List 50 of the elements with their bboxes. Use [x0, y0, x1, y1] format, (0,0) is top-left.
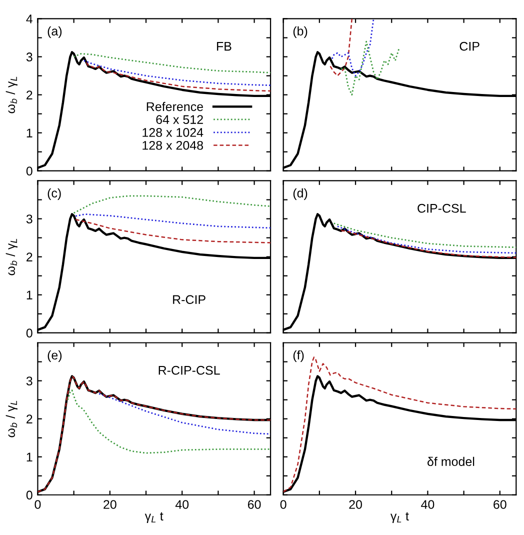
- line-series: [74, 214, 271, 229]
- x-tick-label: 0: [280, 500, 286, 509]
- y-axis-title: ω$_{b}$ / γ$_{L}$: [6, 76, 18, 114]
- y-tick-label: 4: [26, 14, 32, 24]
- line-series: [73, 195, 271, 214]
- y-tick-label: 2: [26, 90, 32, 100]
- y-tick-label: 1: [26, 290, 32, 300]
- x-tick-label: 60: [494, 500, 506, 509]
- legend-label: 128 x 2048: [142, 140, 204, 150]
- annotation: (e): [48, 350, 62, 362]
- x-tick-label: 20: [104, 500, 116, 509]
- x-tick-label: 60: [248, 500, 261, 509]
- x-tick-label: 20: [349, 500, 362, 509]
- y-tick-label: 1: [26, 128, 32, 138]
- y-tick-label: 3: [26, 52, 32, 62]
- annotation: FB: [217, 42, 232, 51]
- annotation: (f): [293, 350, 304, 362]
- y-tick-label: 0: [26, 328, 32, 338]
- y-tick-label: 2: [26, 252, 32, 262]
- y-tick-label: 0: [26, 166, 32, 176]
- line-series: [75, 218, 271, 244]
- x-tick-label: 40: [421, 500, 434, 509]
- annotation: (c): [48, 188, 61, 200]
- y-tick-label: 0: [26, 490, 32, 500]
- line-series: [98, 393, 271, 435]
- legend-label: 128 x 1024: [142, 128, 204, 137]
- legend-label: Reference: [146, 102, 203, 112]
- y-tick-label: 3: [26, 376, 32, 386]
- y-axis-title: ω$_{b}$ / γ$_{L}$: [6, 400, 18, 438]
- line-series: [83, 60, 271, 86]
- y-tick-label: 1: [26, 452, 32, 462]
- y-tick-label: 2: [26, 414, 32, 424]
- legend-label: 64 x 512: [156, 115, 203, 124]
- annotation: CIP-CSL: [418, 204, 466, 213]
- x-axis-title: γ$_{L}$ t: [390, 512, 409, 523]
- annotation: (a): [48, 26, 62, 38]
- x-tick-label: 40: [175, 500, 189, 509]
- annotation: R-CIP-CSL: [158, 366, 220, 375]
- line-series: [66, 390, 271, 454]
- y-tick-label: 3: [26, 214, 32, 224]
- line-series: [86, 62, 271, 92]
- x-tick-label: 0: [34, 500, 41, 509]
- annotation: (d): [293, 188, 308, 200]
- x-axis-title: γ$_{L}$ t: [144, 512, 164, 523]
- annotation: δf model: [428, 456, 474, 466]
- y-axis-title: ω$_{b}$ / γ$_{L}$: [6, 238, 18, 276]
- annotation: CIP: [460, 42, 480, 51]
- annotation: (b): [293, 26, 308, 38]
- annotation: R-CIP: [173, 295, 206, 304]
- line-series: [73, 53, 271, 74]
